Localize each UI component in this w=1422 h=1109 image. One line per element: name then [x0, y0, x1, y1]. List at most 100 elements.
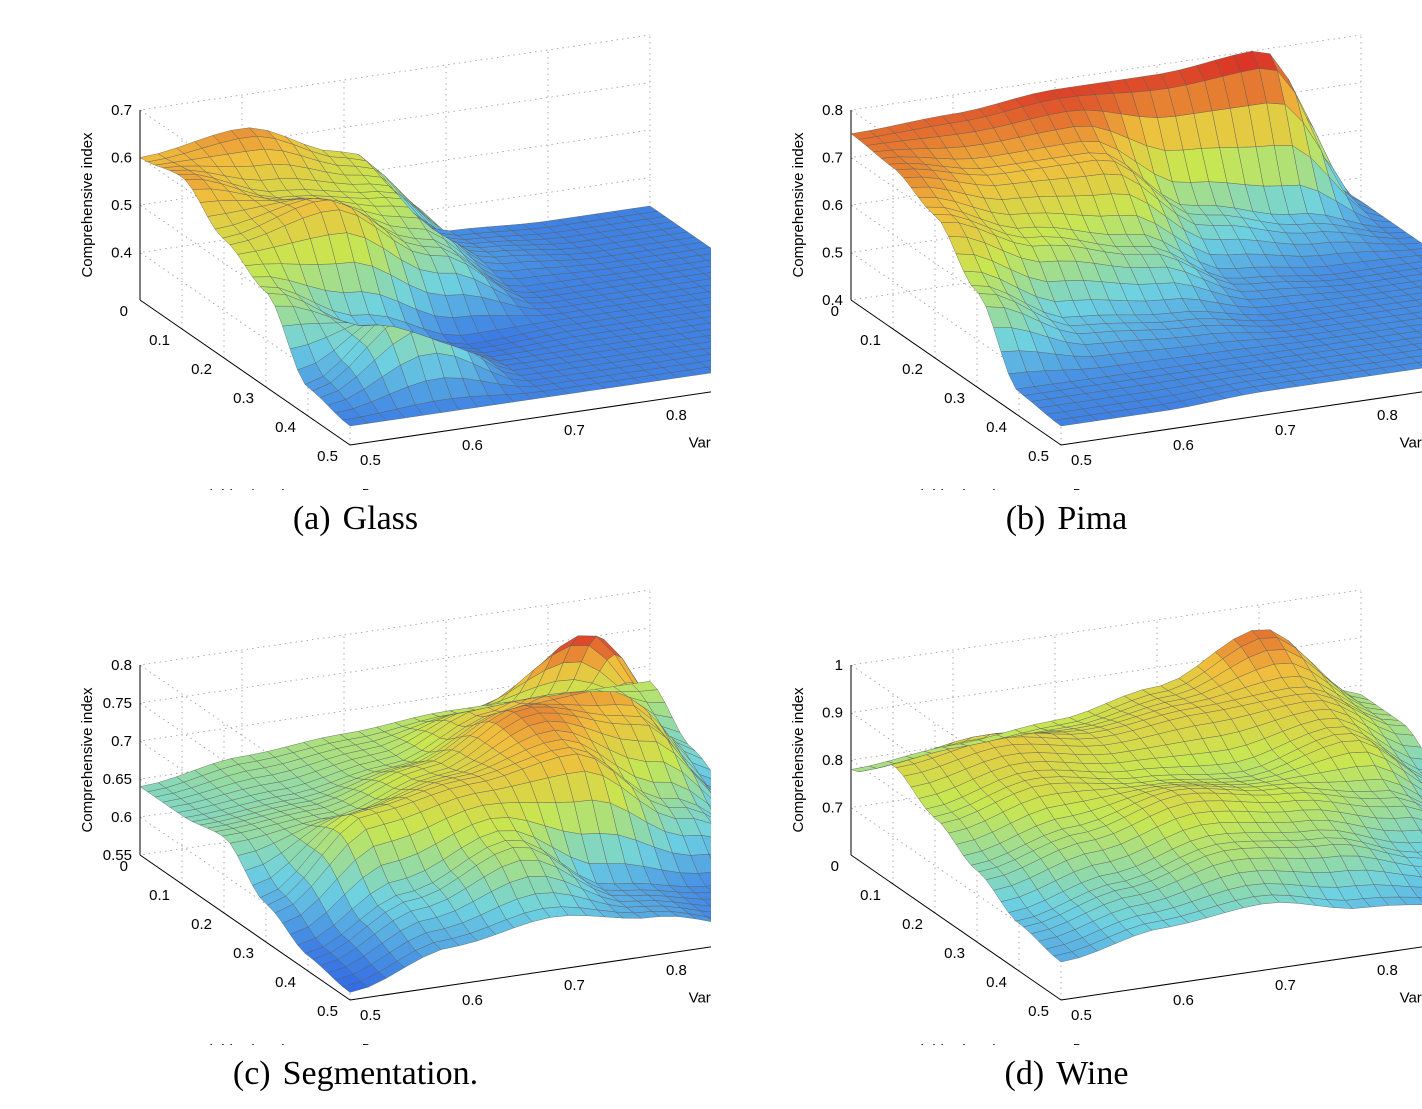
x-tick-label: 0.5 — [360, 452, 381, 469]
y-tick-label: 0 — [120, 858, 128, 875]
z-axis-label: Comprehensive index — [790, 132, 807, 278]
surface-cell — [707, 291, 711, 295]
z-tick-label: 0.8 — [822, 752, 843, 769]
x-axis-label: Variable precision threshold α — [689, 990, 711, 1007]
surface-chart-wine: 0.70.80.9100.10.20.30.40.50.50.60.70.80.… — [790, 589, 1422, 1045]
y-tick-label: 0.3 — [233, 390, 254, 407]
x-tick-label: 0.7 — [1275, 422, 1296, 439]
x-tick-label: 0.6 — [462, 437, 483, 454]
surface-cell — [1409, 757, 1422, 770]
surface-cell — [1415, 802, 1422, 810]
y-tick-label: 0.2 — [902, 916, 923, 933]
x-tick-label: 0.7 — [1275, 977, 1296, 994]
surface-cell — [1414, 267, 1422, 275]
y-tick-label: 0.1 — [860, 887, 881, 904]
z-tick-label: 0.5 — [822, 245, 843, 262]
surface-cell — [698, 773, 711, 787]
surface-cell — [700, 316, 711, 324]
surface-cell — [707, 803, 711, 810]
y-tick-label: 0.5 — [317, 1003, 338, 1020]
caption-text: Pima — [1057, 500, 1128, 537]
subplot-segmentation: 0.55 0.6 0.65 0.7 0.75 0.8 0 0.1 0.2 0.3 0.4 0.5 0.5… — [0, 555, 711, 1109]
y-tick-label: 0.4 — [275, 974, 296, 991]
x-axis-label: Variable precision threshold α — [689, 435, 711, 452]
subplot-wine: 0.70.80.9100.10.20.30.40.50.50.60.70.80.… — [711, 555, 1422, 1109]
surface-cell — [701, 347, 711, 355]
y-tick-label: 0.5 — [1028, 448, 1049, 465]
surface-cell — [1413, 865, 1422, 877]
caption-text: Glass — [342, 500, 419, 537]
z-tick-label: 0.8 — [111, 657, 132, 674]
y-tick-label: 0.3 — [233, 945, 254, 962]
axes-lines — [850, 665, 1422, 1001]
axes-lines — [139, 665, 711, 1001]
x-tick-label: 0.7 — [564, 422, 585, 439]
x-tick-label: 0.6 — [462, 992, 483, 1009]
surface-cell — [1412, 342, 1422, 350]
surface-cell — [706, 916, 711, 921]
z-tick-label: 0.7 — [822, 800, 843, 817]
surface-cell — [700, 787, 711, 807]
surface-cell — [701, 898, 711, 907]
x-axis-label: Variable precision threshold α — [1400, 990, 1422, 1007]
surface-cell — [706, 366, 711, 371]
surface-cell — [1417, 254, 1422, 259]
surface-cell — [705, 885, 711, 891]
surface-cell — [708, 322, 711, 325]
z-tick-label: 0.9 — [822, 705, 843, 722]
caption-segmentation: (c) Segmentation. — [0, 1055, 711, 1093]
caption-label: (b) — [1005, 500, 1046, 537]
surface-cell — [698, 910, 711, 918]
y-tick-label: 0.4 — [986, 419, 1007, 436]
z-axis-label: Comprehensive index — [790, 687, 807, 833]
z-tick-label: 0.8 — [822, 102, 843, 119]
surface-cell — [698, 360, 711, 368]
y-tick-label: 0.5 — [1028, 1003, 1049, 1020]
surface-cell — [698, 253, 711, 261]
caption-label: (d) — [1004, 1055, 1045, 1092]
surface-cell — [1417, 768, 1422, 774]
surface-mesh — [139, 635, 711, 993]
caption-glass: (a) Glass — [0, 500, 711, 538]
surface-chart-glass: 0.4 0.5 0.6 0.7 0 0.1 0.2 0.3 0.4 0.5 0.5 0.6 0.7 0.8… — [79, 34, 711, 490]
y-tick-label: 0 — [120, 303, 128, 320]
caption-text: Segmentation. — [282, 1055, 479, 1092]
surface-cell — [1418, 286, 1422, 290]
surface-mesh — [850, 629, 1422, 963]
y-axis-label: Neighborhood parameter δ — [901, 487, 1080, 490]
z-axis-label: Comprehensive index — [79, 132, 96, 278]
x-tick-label: 0.8 — [1377, 962, 1398, 979]
surface-cell — [704, 813, 711, 823]
surface-chart-pima: 0.4 0.5 0.6 0.7 0.8 0 0.1 0.2 0.3 0.4 0.5 0.5 0.6 0.7… — [790, 34, 1422, 490]
surface-cell — [1419, 317, 1422, 320]
surface-cell — [631, 205, 659, 215]
x-axis-label: Variable precision threshold α — [1400, 435, 1422, 452]
axes-lines — [850, 110, 1422, 446]
z-tick-label: 0.6 — [822, 197, 843, 214]
y-axis-label: Neighborhood parameter δ — [190, 1042, 369, 1045]
y-axis-label: Neighborhood parameter δ — [190, 487, 369, 490]
x-tick-label: 0.8 — [1377, 407, 1398, 424]
surface-cell — [709, 905, 711, 908]
z-tick-label: 0.4 — [822, 292, 843, 309]
x-tick-label: 0.5 — [1071, 452, 1092, 469]
z-tick-label: 0.7 — [111, 102, 132, 119]
surface-cell — [1411, 311, 1422, 319]
surface-cell — [1412, 817, 1422, 831]
y-tick-label: 0.1 — [149, 887, 170, 904]
surface-cell — [703, 272, 711, 279]
y-tick-label: 0.1 — [149, 332, 170, 349]
x-tick-label: 0.7 — [564, 977, 585, 994]
surface-cell — [1409, 886, 1422, 898]
z-tick-label: 0.55 — [103, 847, 132, 864]
surface-cell — [1342, 690, 1369, 700]
surface-cell — [1409, 248, 1422, 256]
y-tick-label: 0.2 — [191, 916, 212, 933]
axes-lines — [139, 110, 711, 446]
surface-cell — [1411, 782, 1422, 797]
z-tick-label: 1 — [835, 657, 843, 674]
surface-cell — [1417, 361, 1422, 366]
y-tick-label: 0.5 — [317, 448, 338, 465]
surface-cell — [703, 782, 711, 794]
x-tick-label: 0.6 — [1173, 992, 1194, 1009]
